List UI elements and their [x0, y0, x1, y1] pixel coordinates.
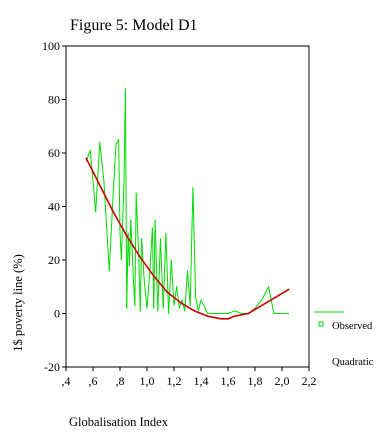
- series-observed-segment: [112, 144, 117, 194]
- series-quadratic-segment: [260, 296, 277, 307]
- series-quadratic-segment: [112, 211, 128, 237]
- series-observed-segment: [118, 139, 121, 234]
- plot-frame: [65, 45, 310, 368]
- series-observed-segment: [261, 286, 269, 301]
- y-tick-label: 40: [48, 200, 60, 214]
- series-observed-segment: [178, 299, 183, 309]
- series-quadratic-segment: [125, 235, 142, 259]
- series-quadratic-segment: [139, 256, 155, 277]
- chart-title: Figure 5: Model D1: [70, 17, 198, 34]
- series-quadratic-segment: [247, 304, 263, 315]
- series-observed-segment: [89, 149, 97, 213]
- series-observed-segment: [168, 259, 172, 314]
- series-quadratic-segment: [206, 315, 223, 320]
- x-tick-label: 1,0: [140, 374, 155, 388]
- series-observed-segment: [162, 232, 167, 309]
- series-observed-segment: [195, 296, 199, 312]
- x-axis-label: Globalisation Index: [69, 415, 169, 429]
- x-tick-label: 2,2: [302, 374, 317, 388]
- y-axis-label: 1$ poverty line (%): [11, 254, 25, 352]
- series-quadratic-segment: [193, 310, 209, 317]
- y-tick-label: 20: [48, 253, 60, 267]
- y-tick-label: 60: [48, 146, 60, 160]
- series-observed-segment: [154, 219, 159, 312]
- series-layer: [85, 88, 290, 320]
- x-tick-label: 1,2: [167, 374, 182, 388]
- legend: Observed Quadratic: [314, 311, 374, 368]
- series-observed-segment: [157, 238, 161, 312]
- legend-marker-observed: [318, 321, 324, 327]
- series-observed-segment: [181, 299, 186, 312]
- series-observed-segment: [149, 227, 153, 274]
- x-tick-label: ,4: [62, 374, 71, 388]
- series-observed-segment: [227, 310, 236, 314]
- y-tick-label: 100: [42, 39, 60, 53]
- series-observed-segment: [165, 232, 170, 314]
- series-observed-segment: [99, 141, 105, 181]
- series-quadratic-segment: [227, 315, 236, 320]
- series-observed: [85, 88, 290, 314]
- y-tick-label: 80: [48, 93, 60, 107]
- series-observed-segment: [143, 280, 148, 309]
- x-tick-label: ,6: [89, 374, 98, 388]
- series-quadratic-segment: [85, 157, 101, 186]
- series-observed-segment: [192, 187, 197, 298]
- series-quadratic-segment: [179, 301, 196, 312]
- x-tick-label: 2,0: [275, 374, 290, 388]
- series-observed-segment: [160, 238, 164, 309]
- x-tick-label: 1,8: [248, 374, 263, 388]
- series-observed-segment: [139, 238, 143, 312]
- x-tick-label: ,8: [116, 374, 125, 388]
- series-observed-segment: [124, 88, 128, 309]
- series-observed-segment: [173, 286, 178, 306]
- y-tick-label: -20: [44, 360, 60, 374]
- series-observed-segment: [153, 219, 156, 309]
- series-observed-segment: [170, 259, 175, 306]
- series-quadratic-segment: [98, 184, 115, 213]
- series-observed-segment: [130, 219, 134, 282]
- series-observed-segment: [120, 179, 125, 261]
- series-quadratic-segment: [152, 275, 169, 293]
- series-observed-segment: [189, 187, 194, 306]
- series-quadratic: [85, 157, 290, 320]
- series-observed-segment: [108, 192, 114, 272]
- series-observed-segment: [126, 232, 129, 309]
- series-observed-segment: [200, 299, 209, 314]
- series-observed-segment: [184, 270, 188, 312]
- series-quadratic-segment: [233, 312, 250, 317]
- y-axis: -20 0 20 40 60 80 100: [42, 39, 66, 374]
- series-observed-segment: [197, 299, 202, 312]
- series-observed-segment: [135, 192, 140, 261]
- series-observed-segment: [95, 141, 101, 213]
- legend-label-quadratic: Quadratic: [332, 357, 374, 368]
- series-quadratic-segment: [166, 291, 182, 304]
- y-tick-label: 0: [54, 307, 60, 321]
- series-observed-segment: [234, 310, 242, 314]
- x-tick-label: 1,6: [221, 374, 236, 388]
- x-axis: ,4 ,6 ,8 1,0 1,2 1,4 1,6 1,8 2,0 2,2: [62, 367, 317, 388]
- series-observed-segment: [254, 299, 263, 309]
- x-tick-label: 1,4: [194, 374, 209, 388]
- series-observed-segment: [146, 272, 151, 309]
- series-quadratic-segment: [274, 288, 290, 299]
- legend-label-observed: Observed: [332, 321, 373, 332]
- series-observed-segment: [187, 270, 191, 306]
- series-observed-segment: [176, 286, 180, 309]
